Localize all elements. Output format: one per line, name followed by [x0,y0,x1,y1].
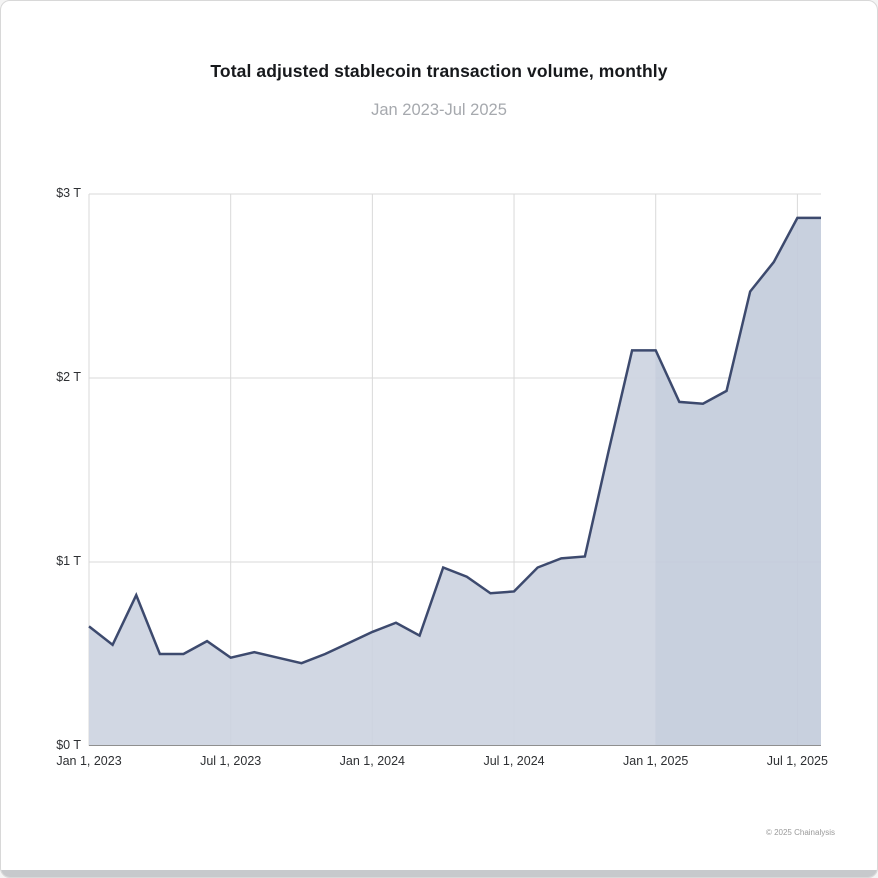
copyright-credit: © 2025 Chainalysis [765,828,835,837]
chart-title: Total adjusted stablecoin transaction vo… [210,61,668,81]
y-tick-label: $2 T [56,370,81,384]
x-tick-label: Jul 1, 2023 [200,754,262,768]
window-bottom-edge [1,870,877,877]
plot-area: $0 T $1 T $2 T $3 T Jan 1, 2023 Jul 1, 2023 J… [56,186,828,768]
chart-subtitle: Jan 2023-Jul 2025 [371,101,507,119]
y-tick-label: $3 T [56,186,81,200]
area-chart-svg [88,193,821,747]
y-tick-label: $1 T [56,554,81,568]
x-tick-label: Jan 1, 2024 [339,754,406,768]
x-tick-label: Jul 1, 2024 [483,754,545,768]
x-tick-label: Jul 1, 2025 [766,754,828,768]
x-tick-label: Jan 1, 2023 [56,754,122,768]
x-tick-label: Jan 1, 2025 [623,754,689,768]
y-tick-label: $0 T [56,738,81,752]
